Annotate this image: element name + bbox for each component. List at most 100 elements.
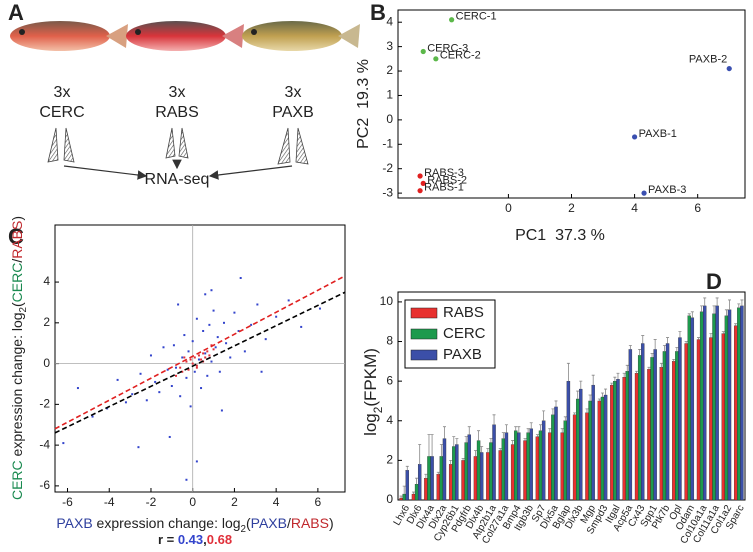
bar (479, 452, 484, 501)
error-bar (554, 400, 558, 407)
error-bar (464, 436, 468, 443)
bar (467, 434, 471, 501)
label-part: CERC (9, 263, 25, 303)
error-bar (535, 434, 539, 437)
error-bar (625, 364, 629, 372)
bar (414, 484, 419, 501)
bar (709, 337, 713, 501)
data-point (177, 303, 180, 306)
bar (510, 444, 515, 501)
error-bar (715, 297, 719, 306)
error-bar (436, 471, 440, 475)
data-point (210, 289, 213, 292)
data-point (181, 356, 184, 359)
data-point (162, 346, 165, 349)
label-part: , (203, 532, 207, 547)
data-point (183, 334, 186, 337)
pca-point (449, 17, 455, 23)
bar (473, 456, 478, 501)
panel-letter: B (370, 0, 386, 25)
error-bar (597, 398, 601, 401)
label-part: 2 (241, 524, 246, 535)
fish-rabs (126, 21, 244, 51)
pca-point (726, 65, 732, 72)
x-tick-label: -6 (62, 495, 73, 509)
point-label: CERC-3 (427, 42, 468, 54)
bar (737, 307, 741, 501)
point-label: RABS-1 (424, 182, 464, 194)
data-point (124, 401, 127, 404)
bar (442, 438, 447, 501)
error-bar (600, 392, 604, 397)
bar (724, 315, 729, 501)
error-bar (480, 446, 484, 453)
point-label: RABS-2 (427, 174, 467, 186)
error-bar (653, 339, 657, 350)
pca-point (420, 180, 426, 186)
data-point (214, 346, 217, 349)
correlation-annotation: r = 0.43,0.68 (158, 532, 232, 547)
error-bar (501, 432, 505, 439)
bar (600, 396, 605, 501)
label-part: RABS (9, 221, 25, 259)
error-bar (486, 448, 490, 453)
bar (603, 394, 608, 501)
bar (715, 305, 719, 501)
label-part: ) (329, 515, 334, 531)
error-bar (523, 438, 527, 441)
error-bar (411, 491, 415, 495)
data-point (318, 307, 321, 310)
bar (489, 442, 493, 501)
label-part: r = (158, 532, 178, 547)
bar (529, 428, 533, 501)
group-count: 3x (54, 84, 71, 101)
error-bar (576, 390, 580, 399)
data-point (185, 478, 188, 481)
error-bar (687, 313, 691, 316)
data-point (206, 374, 209, 377)
error-bar (492, 414, 496, 425)
bar (712, 313, 716, 501)
data-point (193, 370, 196, 373)
error-bar (427, 434, 431, 457)
error-bar (737, 303, 741, 308)
error-bar (659, 362, 663, 368)
bar (585, 412, 589, 501)
error-bar (666, 337, 670, 344)
data-point (91, 415, 94, 418)
data-point (237, 329, 240, 332)
group-count: 3x (169, 84, 186, 101)
label-part: expression change: log (93, 515, 241, 531)
error-bar (415, 477, 419, 485)
data-point (195, 317, 198, 320)
bar (662, 351, 667, 501)
bar (448, 464, 453, 501)
bar (430, 456, 434, 501)
data-point (206, 350, 209, 353)
bar (501, 438, 506, 501)
bar (427, 456, 431, 501)
data-point (204, 356, 207, 359)
group-count: 3x (285, 84, 302, 101)
error-bar (539, 424, 543, 431)
pca-point (420, 48, 426, 55)
data-point (250, 323, 253, 326)
error-bar (418, 444, 422, 465)
bar (523, 440, 527, 501)
error-bar (672, 358, 676, 362)
bar (675, 351, 679, 501)
error-bar (449, 459, 453, 465)
data-point (166, 368, 169, 371)
x-tick-label: 2 (231, 495, 238, 509)
pca-point (641, 190, 647, 196)
bar (613, 380, 617, 501)
error-bar (489, 438, 493, 443)
error-bar (473, 450, 477, 457)
error-bar (641, 335, 645, 344)
data-point (202, 329, 205, 332)
data-point (260, 370, 263, 373)
data-point (189, 405, 192, 408)
data-point (154, 380, 157, 383)
data-point (225, 342, 228, 345)
bar (455, 444, 459, 501)
